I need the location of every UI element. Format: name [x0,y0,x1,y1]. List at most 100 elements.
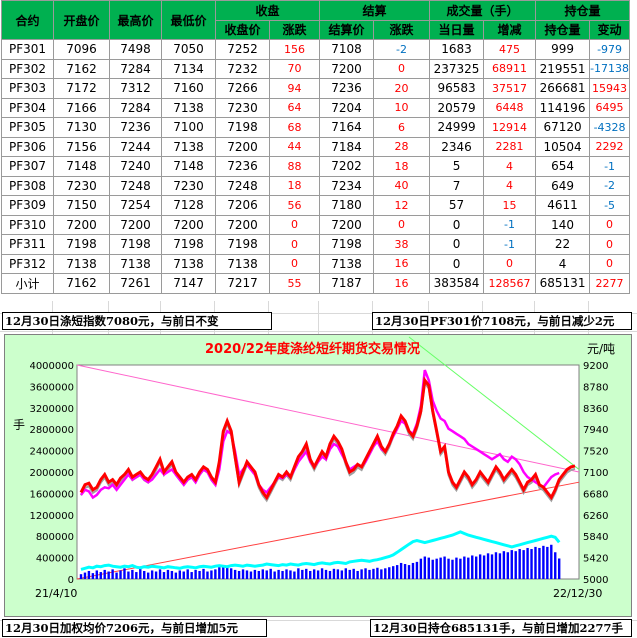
volume-bar [427,557,430,579]
volume-bar [166,569,170,579]
trend-lines [76,336,580,580]
volume-bar [380,569,383,579]
volume-bar [419,558,423,579]
cell-settle-change: -2 [373,39,431,60]
cell-volume-change: -1 [483,234,537,255]
cell-close: 7248 [215,175,270,196]
cell-high: 7248 [109,175,162,196]
volume-bar [364,568,367,579]
volume-bar [226,566,229,579]
cell-high: 7200 [109,214,162,235]
volume-bar [316,570,320,579]
cell-open: 7162 [53,273,110,294]
volume-bar [154,571,158,579]
cell-open: 7200 [53,214,110,235]
cell-low: 7148 [161,156,216,177]
subheader-volume-change: 增减 [483,19,537,40]
cell-settle: 7164 [319,117,375,138]
cell-open: 7148 [53,156,110,177]
cell-volume-change: 68911 [483,58,537,79]
cell-open: 7162 [53,58,110,79]
volume-bar [261,569,264,579]
volume-bar [368,569,371,579]
cell-oi: 266681 [535,78,591,99]
cell-settle: 7138 [319,253,375,274]
volume-bar [423,556,427,579]
table-row: PF304 7166 7284 7138 7230 64 7204 10 20579 6448 11… [1,97,631,118]
volume-bar [490,554,494,579]
volume-bar [241,569,245,579]
volume-bar [352,568,355,579]
volume-bar [174,572,178,579]
cell-high: 7244 [109,136,162,157]
right-tick-label: 7940 [583,425,608,436]
subheader-daily-volume: 当日量 [429,19,485,40]
volume-bar [388,567,391,579]
cell-open: 7172 [53,78,110,99]
cell-settle: 7198 [319,234,375,255]
volume-bar [131,569,134,579]
right-tick-label: 6260 [583,511,608,522]
volume-bar [222,565,225,579]
cell-settle-change: 38 [373,234,431,255]
volume-bar [158,569,162,579]
cell-settle: 7184 [319,136,375,157]
volume-bar [336,569,340,579]
volume-bar [360,569,363,579]
x-label-start: 21/4/10 [35,587,77,600]
cell-oi: 654 [535,156,591,177]
header-open-interest: 持仓量 [535,0,631,21]
header-close: 收盘 [214,0,321,21]
cell-open: 7166 [53,97,110,118]
left-tick-label: 800000 [36,532,74,543]
volume-bar [103,569,106,579]
cell-high: 7284 [109,97,162,118]
volume-bar [186,569,189,579]
table-row: PF305 7130 7236 7100 7198 68 7164 6 24999 12914 67… [1,117,631,138]
volume-bar [459,558,462,579]
cell-settle: 7236 [319,78,375,99]
volume-bar [411,562,415,579]
volume-bar [407,565,411,579]
volume-bar [91,573,95,579]
cell-contract: PF306 [1,136,54,157]
cell-volume: 237325 [429,58,485,79]
weighted-price-line [79,376,576,501]
cell-high: 7236 [109,117,162,138]
cell-oi-change: 0 [589,214,631,235]
cell-close: 7200 [215,136,270,157]
subheader-settle-price: 结算价 [319,19,375,40]
cell-low: 7128 [161,195,216,216]
subheader-settle-change: 涨跌 [373,19,431,40]
table-row: PF306 7156 7244 7138 7200 44 7184 28 2346 2281 105… [1,136,631,157]
cell-settle: 7200 [319,214,375,235]
cell-close-change: 70 [268,58,321,79]
trend-line-pink [76,364,580,473]
cell-settle-change: 40 [373,175,431,196]
cell-low: 7100 [161,117,216,138]
left-unit-label: 手 [13,418,25,432]
cell-contract: PF301 [1,39,54,60]
note-weighted-price: 12月30日加权均价7206元，与前日增加5元 [2,619,267,637]
cell-close-change: 0 [268,214,321,235]
volume-bar [471,555,474,579]
volume-bar [455,557,458,579]
left-tick-label: 400000 [36,554,74,565]
cell-settle: 7204 [319,97,375,118]
header-open: 开盘价 [53,0,110,40]
cell-volume-change: 37517 [483,78,537,99]
cell-open: 7096 [53,39,110,60]
volume-bar [162,572,166,579]
volume-bar [210,570,213,579]
volume-bar [249,571,253,579]
cell-close-change: 55 [268,273,321,294]
volume-bar [320,568,324,579]
cell-settle: 7202 [319,156,375,177]
chart-svg: 0 400000 800000 1200000 1600000 2000000 240000… [13,336,615,600]
table-row: PF312 7138 7138 7138 7138 0 7138 16 0 0 4 0 [1,253,631,274]
volume-bar [214,569,217,579]
cell-settle: 7234 [319,175,375,196]
cell-close: 7232 [215,58,270,79]
volume-bar [269,568,272,579]
volume-bar [218,567,221,579]
